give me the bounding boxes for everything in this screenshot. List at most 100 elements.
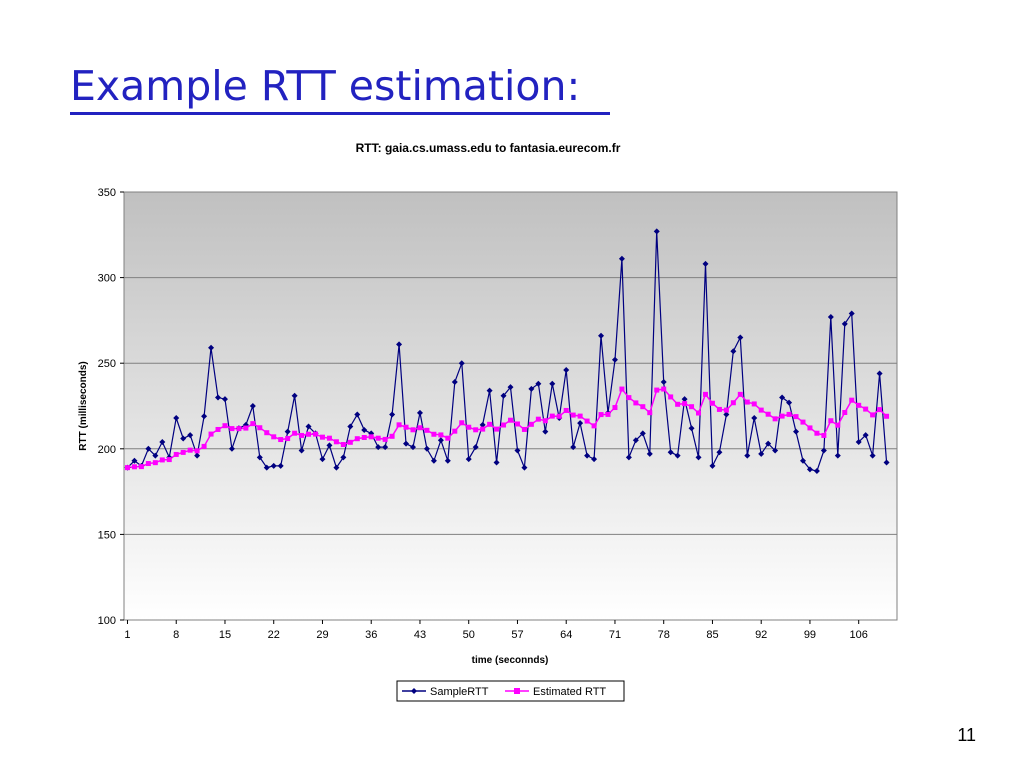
sample-rtt-point (201, 413, 208, 420)
x-tick-label: 71 (609, 629, 621, 641)
sample-rtt-point (507, 384, 514, 391)
estimated-rtt-point (361, 435, 367, 441)
sample-rtt-point (535, 380, 542, 387)
sample-rtt-point (591, 456, 598, 463)
estimated-rtt-point (194, 448, 200, 454)
estimated-rtt-point (313, 431, 319, 437)
sample-rtt-point (848, 310, 855, 317)
sample-rtt-point (228, 445, 235, 452)
sample-rtt-point (277, 462, 284, 469)
estimated-rtt-point (682, 401, 688, 407)
estimated-rtt-point (877, 407, 883, 413)
sample-rtt-point (396, 341, 403, 348)
estimated-rtt-point (570, 412, 576, 418)
sample-rtt-point (347, 423, 354, 430)
estimated-rtt-point (786, 411, 792, 417)
estimated-rtt-point (187, 447, 193, 453)
x-tick-label: 99 (804, 629, 816, 641)
sample-rtt-point (625, 454, 632, 461)
sample-rtt-point (249, 403, 256, 409)
sample-rtt-point (152, 452, 159, 459)
estimated-rtt-point (556, 413, 562, 419)
estimated-rtt-point (716, 406, 722, 412)
sample-rtt-point (298, 447, 305, 454)
x-tick-label: 15 (219, 629, 231, 641)
sample-rtt-point (751, 414, 758, 421)
x-tick-label: 43 (414, 629, 426, 641)
sample-rtt-point (500, 392, 507, 399)
sample-rtt-point (284, 428, 291, 435)
y-axis-label: RTT (milliseconds) (78, 361, 89, 450)
chart-title: RTT: gaia.cs.umass.edu to fantasia.eurec… (356, 141, 621, 155)
estimated-rtt-point (340, 442, 346, 448)
estimated-rtt-point (459, 420, 465, 426)
sample-rtt-point (221, 396, 228, 403)
estimated-rtt-point (487, 421, 493, 427)
sample-rtt-point (799, 457, 806, 464)
sample-rtt-point (709, 462, 716, 469)
sample-rtt-point (765, 440, 772, 447)
estimated-rtt-point (828, 418, 834, 424)
sample-rtt-point (514, 447, 521, 454)
estimated-rtt-point (528, 421, 534, 427)
sample-rtt-point (528, 385, 535, 392)
estimated-rtt-point (765, 411, 771, 417)
x-tick-label: 22 (268, 629, 280, 641)
estimated-rtt-point (737, 391, 743, 397)
estimated-rtt-point (626, 395, 632, 401)
estimated-rtt-point (668, 394, 674, 400)
x-tick-label: 50 (463, 629, 475, 641)
sample-rtt-point (465, 456, 472, 463)
estimated-rtt-point (480, 426, 486, 432)
sample-rtt-point (660, 379, 667, 386)
x-axis-label: time (seconnds) (472, 655, 549, 666)
estimated-rtt-point (333, 439, 339, 445)
estimated-rtt-point (598, 412, 604, 418)
sample-rtt-point (486, 387, 493, 394)
sample-rtt-point (695, 454, 702, 461)
sample-rtt-point (820, 447, 827, 454)
estimated-rtt-point (410, 427, 416, 433)
sample-rtt-point (437, 437, 444, 444)
sample-rtt-point (423, 445, 430, 452)
estimated-rtt-point (319, 434, 325, 440)
slide-title: Example RTT estimation: (70, 62, 581, 110)
estimated-rtt-point (236, 426, 242, 432)
y-tick-label: 250 (98, 358, 116, 370)
sample-rtt-point (716, 449, 723, 456)
gridlines (124, 277, 897, 535)
estimated-rtt-point (549, 413, 555, 419)
x-tick-label: 1 (124, 629, 130, 641)
x-tick-label: 64 (560, 629, 572, 641)
sample-rtt-point (772, 447, 779, 454)
estimated-rtt-point (675, 401, 681, 407)
estimated-rtt-point (884, 413, 890, 419)
y-tick-label: 200 (98, 444, 116, 456)
sample-rtt-point (472, 444, 479, 451)
sample-rtt-point (646, 450, 653, 457)
estimated-rtt-point (605, 411, 611, 417)
estimated-rtt-point (640, 404, 646, 410)
estimated-rtt-point (368, 434, 374, 440)
estimated-rtt-point (180, 449, 186, 455)
estimated-rtt-point (793, 414, 799, 420)
estimated-rtt-point (292, 430, 298, 436)
sample-rtt-point (806, 466, 813, 473)
estimated-rtt-point (501, 422, 507, 428)
x-tick-label: 106 (850, 629, 868, 641)
estimated-rtt-point (723, 407, 729, 413)
estimated-rtt-point (306, 431, 312, 437)
estimated-rtt-point (779, 413, 785, 419)
estimated-rtt-point (521, 426, 527, 432)
sample-rtt-point (354, 411, 361, 418)
estimated-rtt-point (696, 410, 702, 416)
estimated-rtt-point (124, 465, 130, 471)
sample-rtt-point (584, 452, 591, 459)
estimated-rtt-point (535, 416, 541, 422)
estimated-rtt-point (849, 397, 855, 403)
estimated-rtt-point (208, 431, 214, 437)
estimated-rtt-point (870, 412, 876, 418)
estimated-rtt-point (584, 418, 590, 424)
estimated-rtt-point (347, 439, 353, 445)
sample-rtt-point (570, 444, 577, 451)
